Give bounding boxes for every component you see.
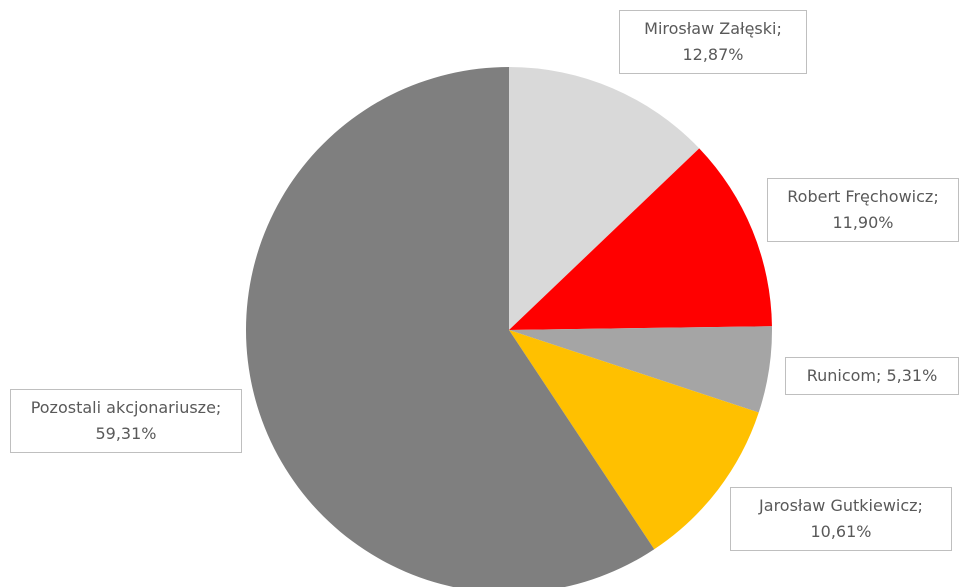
data-label: Pozostali akcjonariusze; 59,31% xyxy=(10,389,242,453)
pie-slice xyxy=(246,67,655,587)
pie-slice xyxy=(509,67,700,330)
data-label: Robert Fręchowicz; 11,90% xyxy=(767,178,959,242)
pie-slice xyxy=(509,326,772,413)
pie-slice xyxy=(509,148,772,330)
pie-slice xyxy=(509,330,759,550)
data-label: Jarosław Gutkiewicz; 10,61% xyxy=(730,487,952,551)
data-label: Mirosław Załęski; 12,87% xyxy=(619,10,807,74)
data-label: Runicom; 5,31% xyxy=(785,357,959,395)
